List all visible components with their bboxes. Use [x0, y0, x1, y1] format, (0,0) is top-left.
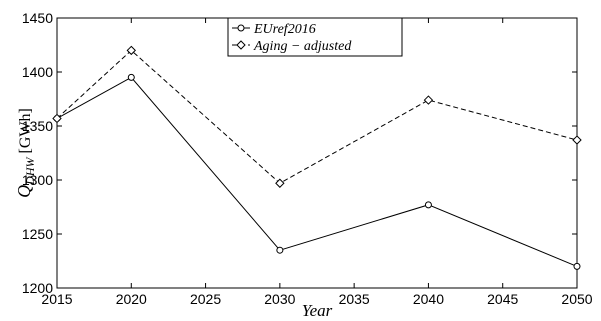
x-tick-label: 2025	[190, 291, 221, 307]
x-tick-label: 2040	[413, 291, 444, 307]
y-tick-label: 1350	[22, 118, 53, 134]
svg-text:QDHW[GWh]: QDHW [GWh]	[14, 108, 37, 198]
legend-label-aging-adjusted: Aging − adjusted	[253, 39, 352, 54]
x-tick-label: 2020	[116, 291, 147, 307]
legend: EUref2016 Aging − adjusted	[227, 17, 403, 57]
x-tick-label: 2030	[264, 291, 295, 307]
legend-box	[227, 17, 403, 57]
data-point-euref2016	[573, 262, 581, 270]
legend-label-euref2016: EUref2016	[253, 22, 316, 37]
x-tick-label: 2045	[487, 291, 518, 307]
y-tick-label: 1450	[22, 10, 53, 26]
legend-marker-euref2016	[237, 24, 245, 32]
series-markers	[52, 45, 582, 270]
y-axis-label: QDHW [GWh]	[14, 108, 37, 198]
data-point-aging-adjusted	[423, 95, 434, 105]
y-tick-label: 1200	[22, 280, 53, 296]
x-tick-label: 2015	[41, 291, 72, 307]
data-point-euref2016	[424, 201, 432, 209]
y-tick-label: 1300	[22, 172, 53, 188]
data-point-euref2016	[127, 73, 135, 81]
data-point-euref2016	[276, 246, 284, 254]
data-point-aging-adjusted	[126, 45, 136, 56]
plot-frame	[56, 17, 578, 289]
y-tick-label: 1250	[22, 226, 53, 242]
legend-marker-aging-adjusted	[236, 40, 246, 50]
y-axis-unit: [GWh]	[17, 108, 34, 153]
x-tick-label: 2050	[561, 291, 592, 307]
data-point-aging-adjusted	[275, 178, 285, 188]
x-axis-label: Year	[302, 301, 333, 320]
data-point-aging-adjusted	[572, 135, 582, 145]
data-point-aging-adjusted	[52, 113, 62, 124]
y-axis-subscript: DHW	[23, 156, 37, 185]
x-tick-label: 2035	[339, 291, 370, 307]
axis-ticks: 2015 2020 2025 2030 2035 2040 2045 2050 1200 1250…	[22, 10, 593, 307]
y-tick-label: 1400	[22, 64, 53, 80]
y-axis-symbol: Q	[14, 185, 34, 198]
